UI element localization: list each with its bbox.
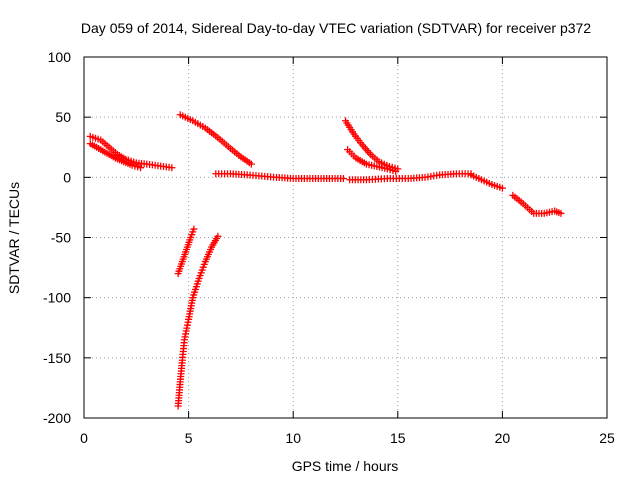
y-tick-label: 100 xyxy=(48,49,72,65)
x-tick-label: 15 xyxy=(390,430,406,446)
x-tick-label: 0 xyxy=(80,430,88,446)
data-point xyxy=(247,160,255,168)
series-track-d xyxy=(174,225,198,278)
series-track-e xyxy=(174,232,222,410)
series-track-k xyxy=(509,191,565,217)
x-tick-label: 25 xyxy=(599,430,615,446)
series-track-j xyxy=(467,171,506,192)
y-axis-label: SDTVAR / TECUs xyxy=(6,182,22,294)
y-tick-label: -200 xyxy=(43,410,71,426)
series-track-i xyxy=(346,170,475,184)
y-tick-label: 50 xyxy=(55,109,71,125)
tick-labels: 0 5 10 15 20 25 -200 -150 -100 -50 0 50 100 xyxy=(43,49,615,446)
data-point xyxy=(190,225,198,233)
axes xyxy=(83,56,608,419)
data-point xyxy=(136,164,144,172)
x-tick-label: 20 xyxy=(495,430,511,446)
data-point xyxy=(557,209,565,217)
data-point xyxy=(498,184,506,192)
data-point xyxy=(392,167,400,175)
data-point xyxy=(339,175,347,183)
y-tick-label: 0 xyxy=(63,169,71,185)
y-tick-label: -100 xyxy=(43,290,71,306)
y-tick-label: -150 xyxy=(43,350,71,366)
series-track-c xyxy=(176,111,255,168)
x-axis-label: GPS time / hours xyxy=(292,458,399,474)
x-tick-label: 5 xyxy=(185,430,193,446)
x-tick-label: 10 xyxy=(285,430,301,446)
data-series xyxy=(86,111,565,410)
chart-title: Day 059 of 2014, Sidereal Day-to-day VTE… xyxy=(81,20,591,36)
series-track-h xyxy=(344,146,400,175)
series-track-f xyxy=(212,170,347,183)
data-point xyxy=(168,164,176,172)
data-point xyxy=(214,232,222,240)
y-tick-label: -50 xyxy=(51,230,71,246)
series-track-b xyxy=(86,140,144,172)
